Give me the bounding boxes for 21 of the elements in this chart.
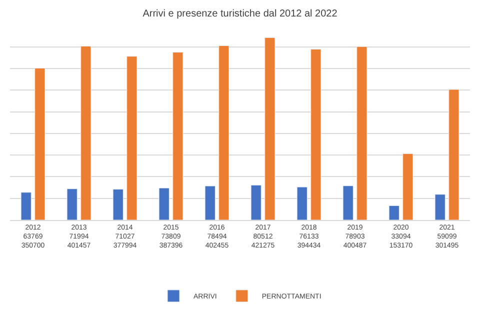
bar bbox=[158, 188, 170, 220]
bar bbox=[34, 68, 46, 220]
bar bbox=[172, 52, 184, 220]
bar bbox=[204, 186, 216, 220]
bar bbox=[250, 184, 262, 220]
chart-title: Arrivi e presenze turistiche dal 2012 al 2022 bbox=[142, 8, 338, 20]
bar bbox=[126, 56, 138, 220]
bar bbox=[264, 37, 276, 220]
bar bbox=[310, 48, 322, 220]
bar bbox=[66, 188, 78, 220]
bar bbox=[20, 192, 32, 220]
bar bbox=[342, 186, 354, 220]
bar bbox=[434, 194, 446, 220]
bar bbox=[80, 46, 92, 220]
bar bbox=[388, 205, 400, 220]
bar bbox=[112, 189, 124, 220]
bar bbox=[296, 186, 308, 220]
bar bbox=[402, 153, 414, 220]
bar bbox=[356, 46, 368, 220]
bar bbox=[448, 89, 460, 220]
bar bbox=[218, 46, 230, 220]
